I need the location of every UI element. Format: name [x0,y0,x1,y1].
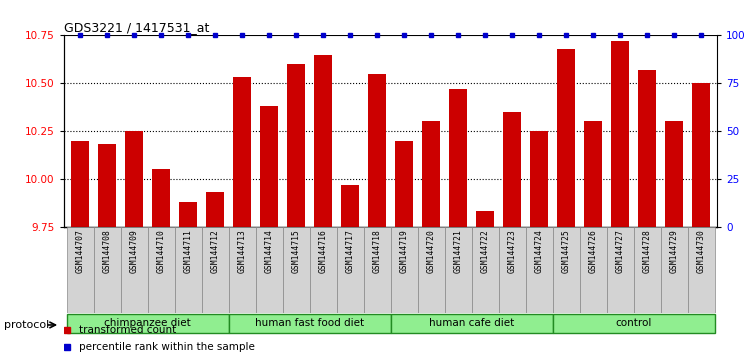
Bar [287,64,305,227]
Bar [341,184,359,227]
Bar [472,227,499,313]
Bar [282,227,309,313]
Bar [261,106,278,227]
Bar [526,227,553,313]
Bar [634,227,661,313]
Bar [607,227,634,313]
Bar [584,121,602,227]
Bar [314,55,332,227]
Bar [363,227,391,313]
Bar [553,314,714,333]
Text: percentile rank within the sample: percentile rank within the sample [79,342,255,352]
Bar [638,70,656,227]
Bar [336,227,363,313]
Bar [201,227,228,313]
Bar [120,227,147,313]
Text: GSM144730: GSM144730 [696,229,705,273]
Text: GDS3221 / 1417531_at: GDS3221 / 1417531_at [64,21,210,34]
Text: GSM144709: GSM144709 [129,229,138,273]
Text: control: control [615,319,652,329]
Text: GSM144729: GSM144729 [669,229,678,273]
Bar [391,227,418,313]
Bar [553,227,580,313]
Text: chimpanzee diet: chimpanzee diet [104,319,191,329]
Text: GSM144716: GSM144716 [318,229,327,273]
Bar [94,227,120,313]
Bar [67,227,94,313]
Text: protocol: protocol [4,320,49,330]
Bar [422,121,440,227]
Bar [147,227,174,313]
Text: GSM144728: GSM144728 [643,229,652,273]
Text: transformed count: transformed count [79,325,176,335]
Bar [152,169,170,227]
Bar [499,227,526,313]
Text: GSM144722: GSM144722 [481,229,490,273]
Text: GSM144714: GSM144714 [264,229,273,273]
Text: GSM144715: GSM144715 [291,229,300,273]
Bar [661,227,687,313]
Text: GSM144721: GSM144721 [454,229,463,273]
Bar [228,227,255,313]
Text: GSM144723: GSM144723 [508,229,517,273]
Bar [687,227,714,313]
Text: human cafe diet: human cafe diet [429,319,514,329]
Bar [580,227,607,313]
Bar [174,227,201,313]
Bar [125,131,143,227]
Text: GSM144727: GSM144727 [616,229,625,273]
Bar [449,89,467,227]
Text: GSM144724: GSM144724 [535,229,544,273]
Bar [665,121,683,227]
Bar [368,74,386,227]
Bar [207,192,224,227]
Text: GSM144726: GSM144726 [589,229,598,273]
Bar [395,141,413,227]
Bar [67,314,228,333]
Bar [557,49,575,227]
Text: GSM144712: GSM144712 [210,229,219,273]
Text: GSM144708: GSM144708 [103,229,112,273]
Bar [530,131,547,227]
Bar [234,78,251,227]
Bar [179,202,197,227]
Bar [445,227,472,313]
Text: GSM144725: GSM144725 [562,229,571,273]
Text: human fast food diet: human fast food diet [255,319,364,329]
Bar [309,227,336,313]
Bar [255,227,282,313]
Bar [98,144,116,227]
Bar [503,112,520,227]
Text: GSM144707: GSM144707 [76,229,85,273]
Text: GSM144719: GSM144719 [400,229,409,273]
Bar [476,211,494,227]
Bar [391,314,553,333]
Text: GSM144711: GSM144711 [183,229,192,273]
Bar [692,83,710,227]
Text: GSM144710: GSM144710 [156,229,165,273]
Bar [228,314,391,333]
Text: GSM144720: GSM144720 [427,229,436,273]
Bar [611,41,629,227]
Text: GSM144713: GSM144713 [237,229,246,273]
Text: GSM144717: GSM144717 [345,229,354,273]
Text: GSM144718: GSM144718 [372,229,382,273]
Bar [71,141,89,227]
Bar [418,227,445,313]
